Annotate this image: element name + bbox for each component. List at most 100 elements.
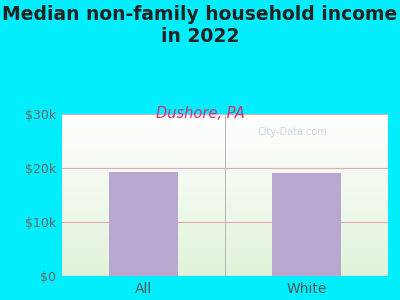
Bar (62, 210, 388, 211)
Bar (62, 155, 388, 156)
Bar (62, 203, 388, 204)
Bar (62, 169, 388, 170)
Bar (62, 228, 388, 229)
Bar (62, 246, 388, 247)
Bar (62, 269, 388, 270)
Bar (62, 121, 388, 122)
Bar (62, 229, 388, 230)
Bar (62, 124, 388, 125)
Bar (62, 248, 388, 249)
Bar (62, 180, 388, 181)
Bar (62, 126, 388, 127)
Bar (62, 235, 388, 236)
Bar (62, 175, 388, 176)
Bar (62, 215, 388, 216)
Bar (62, 186, 388, 187)
Bar (62, 233, 388, 234)
Bar (62, 150, 388, 151)
Bar (62, 139, 388, 140)
Bar (62, 162, 388, 163)
Bar (62, 249, 388, 250)
Bar (62, 223, 388, 224)
Bar (62, 133, 388, 134)
Bar (62, 181, 388, 182)
Text: Dushore, PA: Dushore, PA (156, 106, 244, 122)
Bar (62, 232, 388, 233)
Bar (62, 140, 388, 141)
Text: Median non-family household income
in 2022: Median non-family household income in 20… (2, 4, 398, 46)
Bar (62, 194, 388, 195)
Bar (62, 230, 388, 231)
Bar (62, 205, 388, 206)
Bar (62, 275, 388, 276)
Bar (62, 206, 388, 207)
Bar (62, 257, 388, 258)
Bar (62, 154, 388, 155)
Bar (62, 195, 388, 196)
Bar (62, 193, 388, 194)
Bar (62, 143, 388, 144)
Bar (62, 179, 388, 180)
Bar (272, 173, 341, 276)
Bar (62, 189, 388, 190)
Bar (62, 192, 388, 193)
Bar (62, 122, 388, 123)
Bar (62, 271, 388, 272)
Bar (62, 158, 388, 159)
Bar (62, 250, 388, 251)
Bar (62, 241, 388, 242)
Bar (62, 136, 388, 137)
Bar (62, 146, 388, 147)
Bar (62, 216, 388, 217)
Bar (62, 164, 388, 165)
Bar (62, 261, 388, 262)
Bar (62, 177, 388, 178)
Bar (62, 137, 388, 138)
Bar (62, 138, 388, 139)
Bar (62, 160, 388, 161)
Bar (62, 176, 388, 177)
Bar (62, 211, 388, 212)
Text: City-Data.com: City-Data.com (258, 127, 327, 137)
Bar (62, 114, 388, 115)
Bar (62, 247, 388, 248)
Bar (62, 159, 388, 160)
Bar (62, 242, 388, 243)
Bar (62, 161, 388, 162)
Bar (62, 220, 388, 221)
Bar (62, 262, 388, 263)
Bar (62, 190, 388, 191)
Bar (62, 170, 388, 171)
Bar (62, 207, 388, 208)
Bar (62, 217, 388, 218)
Bar (62, 131, 388, 132)
Bar (62, 135, 388, 136)
Bar (62, 265, 388, 266)
Bar (62, 132, 388, 133)
Bar (62, 172, 388, 173)
Bar (62, 213, 388, 214)
Bar (62, 259, 388, 260)
Bar (62, 255, 388, 256)
Bar (62, 185, 388, 186)
Bar (62, 117, 388, 118)
Bar (62, 240, 388, 241)
Bar (62, 197, 388, 198)
Bar (62, 272, 388, 273)
Bar (62, 149, 388, 150)
Bar (62, 184, 388, 185)
Bar (62, 237, 388, 238)
Bar (62, 118, 388, 119)
Bar (62, 270, 388, 271)
Bar (62, 258, 388, 259)
Bar (62, 128, 388, 129)
Bar (62, 219, 388, 220)
Bar (62, 226, 388, 227)
Bar (62, 239, 388, 240)
Bar (62, 214, 388, 215)
Bar (62, 123, 388, 124)
Bar (62, 196, 388, 197)
Bar (62, 147, 388, 148)
Bar (62, 260, 388, 261)
Bar (62, 218, 388, 219)
